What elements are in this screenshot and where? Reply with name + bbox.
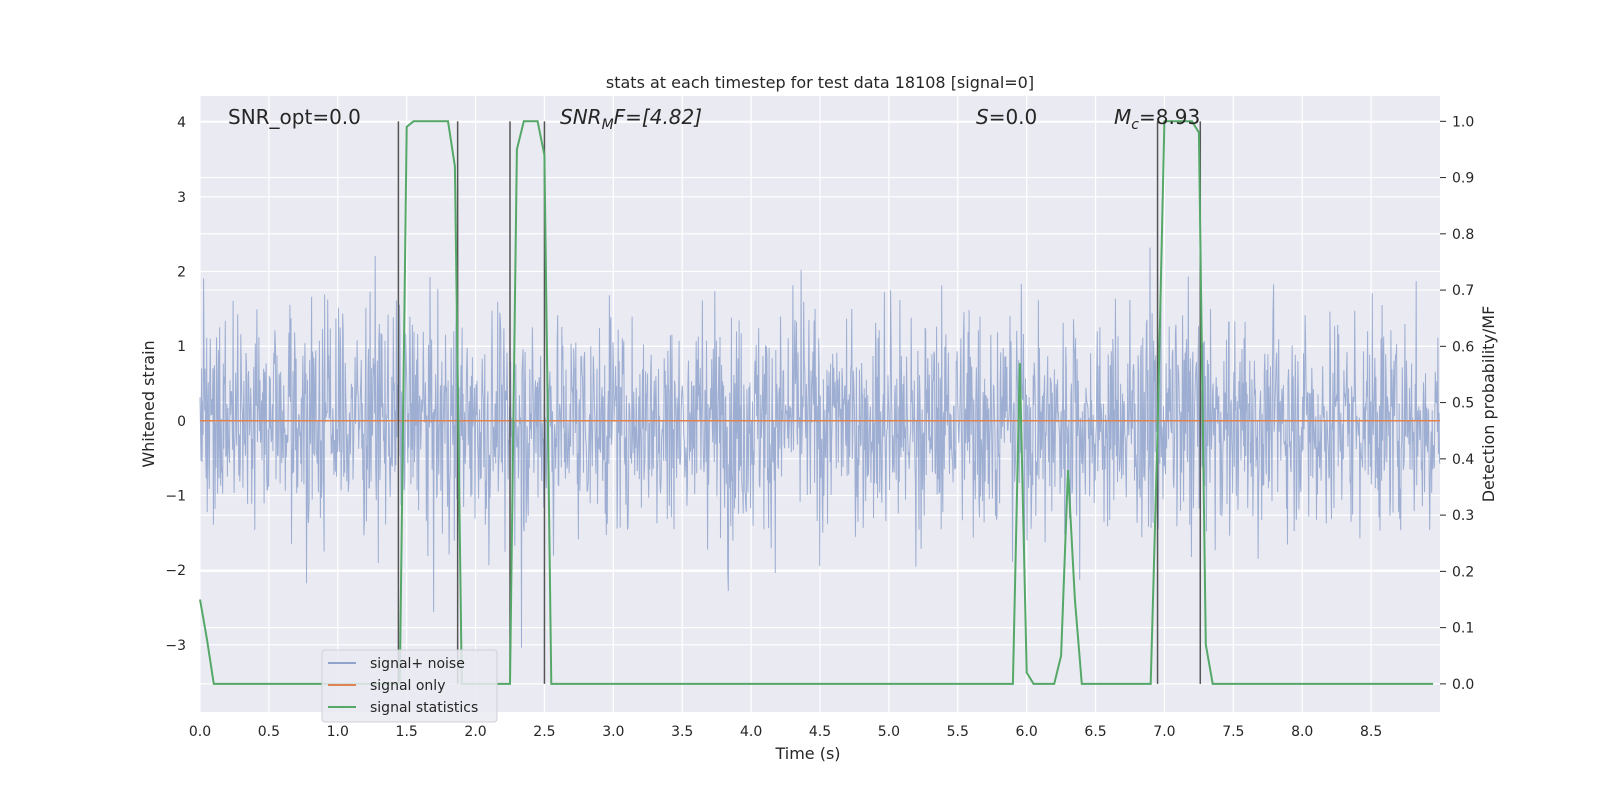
right-y-tick-label: 0.4	[1452, 452, 1474, 468]
x-tick-label: 0.0	[189, 724, 211, 740]
x-tick-label: 1.0	[327, 724, 349, 740]
x-tick-label: 5.0	[878, 724, 900, 740]
signal-statistics-line	[199, 120, 1434, 685]
right-y-tick-label: 0.1	[1452, 621, 1474, 637]
annotation-snr-mf: SNRMF=[4.82]	[560, 105, 702, 133]
legend-label-signal-statistics: signal statistics	[370, 700, 478, 716]
x-axis-ticks: 0.0 0.5 1.0 1.5 2.0 2.5 3.0 3.5 4.0 4.5 5.0 5.5 6.0 6…	[189, 724, 1382, 740]
annotation-mc-value: =8.93	[1139, 105, 1200, 129]
x-tick-label: 4.5	[809, 724, 831, 740]
legend-label-signal-only: signal only	[370, 678, 445, 694]
annotation-s-value: =0.0	[989, 105, 1038, 129]
annotation-snr-mf-symbol: SNR	[560, 105, 602, 129]
x-tick-label: 7.5	[1222, 724, 1244, 740]
right-y-axis-label: Detection probability/MF	[1479, 306, 1498, 503]
x-tick-label: 3.0	[602, 724, 624, 740]
x-tick-label: 1.5	[396, 724, 418, 740]
x-tick-label: 7.0	[1153, 724, 1175, 740]
right-y-tick-label: 0.5	[1452, 396, 1474, 412]
left-y-tick-label: 3	[177, 190, 186, 206]
left-y-axis-label: Whitened strain	[139, 340, 158, 467]
left-y-tick-label: −2	[165, 563, 186, 579]
right-y-tick-label: 0.6	[1452, 339, 1474, 355]
right-y-tick-label: 0.8	[1452, 227, 1474, 243]
x-tick-label: 0.5	[258, 724, 280, 740]
legend-box	[321, 649, 498, 723]
right-y-tick-label: 0.2	[1452, 564, 1474, 580]
x-tick-label: 2.5	[533, 724, 555, 740]
left-y-axis-ticks: 4 3 2 1 0 −1 −2 −3	[165, 115, 186, 654]
x-tick-label: 2.0	[464, 724, 486, 740]
x-tick-label: 8.0	[1291, 724, 1313, 740]
x-tick-label: 6.0	[1016, 724, 1038, 740]
signal-statistics-series	[199, 120, 1434, 685]
annotation-s: S=0.0	[976, 105, 1037, 129]
left-y-tick-label: 0	[177, 414, 186, 430]
left-y-tick-label: 2	[177, 264, 186, 280]
legend: signal+ noise signal only signal statist…	[321, 649, 498, 723]
right-y-tick-label: 0.9	[1452, 171, 1474, 187]
annotation-snr-mf-rest: F=[4.82]	[614, 105, 702, 129]
x-tick-label: 6.5	[1084, 724, 1106, 740]
right-y-tick-label: 0.7	[1452, 283, 1474, 299]
annotation-mc-symbol: M	[1114, 105, 1131, 129]
noise-line	[199, 247, 1441, 648]
x-tick-label: 3.5	[671, 724, 693, 740]
annotation-mc-subscript: c	[1131, 117, 1139, 133]
left-y-tick-label: −1	[165, 488, 186, 504]
right-y-tick-label: 1.0	[1452, 114, 1474, 130]
legend-label-noise: signal+ noise	[370, 656, 465, 672]
left-y-tick-label: 4	[177, 115, 186, 131]
noise-series	[199, 247, 1441, 648]
x-axis-label: Time (s)	[774, 744, 840, 763]
x-tick-label: 4.0	[740, 724, 762, 740]
left-y-tick-label: 1	[177, 339, 186, 355]
x-tick-label: 5.5	[947, 724, 969, 740]
right-y-tick-label: 0.0	[1452, 677, 1474, 693]
annotation-mc: Mc=8.93	[1114, 105, 1200, 133]
annotation-s-symbol: S	[976, 105, 989, 129]
chart-title: stats at each timestep for test data 181…	[606, 73, 1034, 92]
right-y-axis-ticks: 1.0 0.9 0.8 0.7 0.6 0.5 0.4 0.3 0.2 0.1 0.0	[1440, 114, 1474, 693]
right-y-tick-label: 0.3	[1452, 508, 1474, 524]
x-tick-label: 8.5	[1360, 724, 1382, 740]
annotation-snr-opt: SNR_opt=0.0	[228, 105, 361, 129]
left-y-tick-label: −3	[165, 638, 186, 654]
annotation-snr-mf-subscript: M	[602, 117, 614, 133]
